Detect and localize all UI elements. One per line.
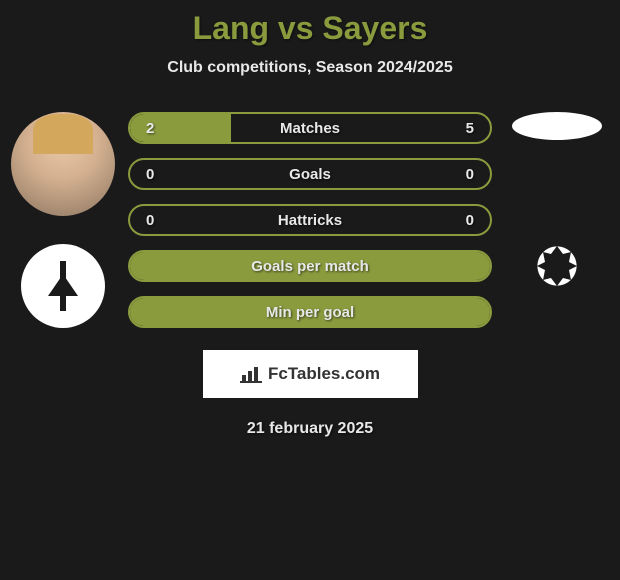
player1-avatar[interactable]	[11, 112, 115, 216]
stat-value-left: 0	[146, 166, 154, 183]
stat-label: Matches	[280, 120, 340, 137]
stat-value-right: 5	[466, 120, 474, 137]
stat-value-left: 2	[146, 120, 154, 137]
stat-label: Goals per match	[251, 258, 369, 275]
stat-bar: Min per goal	[128, 296, 492, 328]
comparison-widget: Lang vs Sayers Club competitions, Season…	[0, 0, 620, 448]
chart-icon	[240, 365, 262, 383]
stat-value-right: 0	[466, 166, 474, 183]
attribution-box[interactable]: FcTables.com	[203, 350, 418, 398]
player1-club-badge[interactable]	[21, 244, 105, 328]
main-area: 2 5 Matches 0 0 Goals 0 0 Hattricks Goals per mat…	[8, 107, 612, 328]
player2-avatar[interactable]	[512, 112, 602, 140]
stat-label: Goals	[289, 166, 331, 183]
stat-bar: 2 5 Matches	[128, 112, 492, 144]
stat-bar: 0 0 Goals	[128, 158, 492, 190]
stat-value-left: 0	[146, 212, 154, 229]
title: Lang vs Sayers	[8, 10, 612, 47]
stat-bar: Goals per match	[128, 250, 492, 282]
stat-bar: 0 0 Hattricks	[128, 204, 492, 236]
stat-value-right: 0	[466, 212, 474, 229]
player2-club-badge[interactable]	[515, 224, 599, 308]
attribution-text: FcTables.com	[268, 364, 380, 384]
stats-column: 2 5 Matches 0 0 Goals 0 0 Hattricks Goals per mat…	[128, 107, 492, 328]
subtitle: Club competitions, Season 2024/2025	[8, 59, 612, 77]
player-column-right	[502, 107, 612, 308]
stat-label: Min per goal	[266, 304, 354, 321]
date-text: 21 february 2025	[8, 420, 612, 438]
player-column-left	[8, 107, 118, 328]
stat-label: Hattricks	[278, 212, 342, 229]
